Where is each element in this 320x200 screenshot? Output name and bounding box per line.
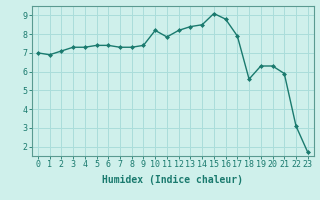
X-axis label: Humidex (Indice chaleur): Humidex (Indice chaleur) [102, 175, 243, 185]
